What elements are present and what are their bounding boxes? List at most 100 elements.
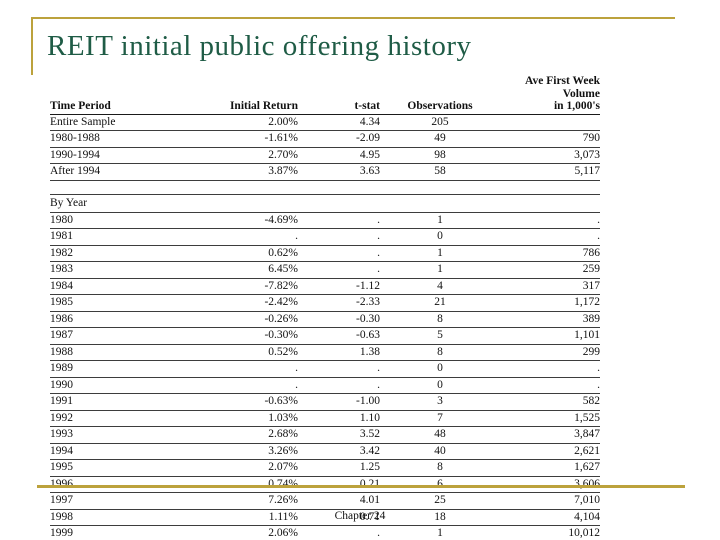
cell-time-period: Entire Sample xyxy=(50,115,116,128)
cell-observations: 1 xyxy=(437,263,443,275)
cell-volume: 582 xyxy=(582,395,600,407)
cell-volume: 1,101 xyxy=(574,329,600,341)
cell-observations: 8 xyxy=(437,312,443,325)
cell-observations: 49 xyxy=(434,132,446,144)
cell-observations: 205 xyxy=(431,115,449,128)
cell-t-stat: 0.71 xyxy=(359,510,380,523)
cell-year: 1983 xyxy=(50,263,73,275)
gold-left-border xyxy=(31,17,33,75)
cell-year: 1990 xyxy=(50,378,73,391)
table-row: 1984 -7.82% -1.12 4 317 xyxy=(50,279,600,295)
cell-initial-return: -0.30% xyxy=(264,329,298,341)
cell-volume: 1,525 xyxy=(574,411,600,424)
cell-observations: 6 xyxy=(437,477,443,490)
table-row: 1993 2.68% 3.52 48 3,847 xyxy=(50,427,600,444)
cell-initial-return: 2.07% xyxy=(268,461,298,473)
cell-t-stat: 3.42 xyxy=(359,444,380,457)
cell-initial-return: -1.61% xyxy=(264,132,298,144)
cell-t-stat: -2.33 xyxy=(356,296,380,308)
cell-t-stat: . xyxy=(377,263,380,275)
cell-initial-return: 0.52% xyxy=(268,345,298,358)
table-row: 1980 -4.69% . 1 . xyxy=(50,213,600,229)
cell-volume: 7,010 xyxy=(574,494,600,506)
cell-initial-return: 6.45% xyxy=(268,263,298,275)
by-year-label: By Year xyxy=(50,196,88,209)
gold-top-border xyxy=(31,17,675,19)
cell-volume: . xyxy=(597,230,600,242)
cell-year: 1987 xyxy=(50,329,73,341)
cell-volume: 2,621 xyxy=(574,444,600,457)
cell-t-stat: -0.30 xyxy=(356,312,380,325)
cell-observations: 0 xyxy=(437,230,443,242)
table-row: After 1994 3.87% 3.63 58 5,117 xyxy=(50,164,600,181)
cell-observations: 1 xyxy=(437,213,443,226)
cell-initial-return: 2.06% xyxy=(268,527,298,539)
cell-initial-return: 3.87% xyxy=(268,165,298,177)
cell-observations: 40 xyxy=(434,444,446,457)
cell-initial-return: . xyxy=(295,378,298,391)
cell-volume: 5,117 xyxy=(574,165,600,177)
cell-year: 1999 xyxy=(50,527,73,539)
cell-observations: 3 xyxy=(437,395,443,407)
cell-initial-return: 3.26% xyxy=(268,444,298,457)
table-row: 1986 -0.26% -0.30 8 389 xyxy=(50,312,600,328)
cell-year: 1985 xyxy=(50,296,73,308)
cell-observations: 0 xyxy=(437,362,443,374)
cell-observations: 1 xyxy=(437,527,443,539)
cell-observations: 7 xyxy=(437,411,443,424)
cell-t-stat: 3.52 xyxy=(359,428,380,440)
cell-observations: 5 xyxy=(437,329,443,341)
footer-chapter: Chapter 24 xyxy=(334,510,386,522)
table-row: Entire Sample 2.00% 4.34 205 xyxy=(50,115,600,131)
cell-volume xyxy=(500,115,600,131)
cell-volume: . xyxy=(597,378,600,391)
cell-volume: 317 xyxy=(582,279,600,292)
section-gap xyxy=(50,181,600,194)
cell-initial-return: 0.62% xyxy=(268,246,298,259)
cell-t-stat: 1.38 xyxy=(359,345,380,358)
cell-observations: 98 xyxy=(434,148,446,161)
table-row: 1994 3.26% 3.42 40 2,621 xyxy=(50,444,600,460)
cell-initial-return: 2.68% xyxy=(268,428,298,440)
by-year-section: 1980 -4.69% . 1 . 1981 . . 0 . 1982 0.62 xyxy=(50,213,600,540)
table-row: 1990 . . 0 . xyxy=(50,378,600,394)
cell-year: 1989 xyxy=(50,362,73,374)
cell-t-stat: 1.25 xyxy=(359,461,380,473)
cell-observations: 58 xyxy=(434,165,446,177)
cell-year: 1986 xyxy=(50,312,73,325)
table-row: 1995 2.07% 1.25 8 1,627 xyxy=(50,460,600,477)
table-row: 1992 1.03% 1.10 7 1,525 xyxy=(50,411,600,427)
cell-year: 1993 xyxy=(50,428,73,440)
cell-time-period: After 1994 xyxy=(50,165,101,177)
table-row: 1989 . . 0 . xyxy=(50,361,600,378)
cell-initial-return: . xyxy=(295,362,298,374)
cell-t-stat: . xyxy=(377,246,380,259)
cell-initial-return: -0.26% xyxy=(264,312,298,325)
cell-volume: 4,104 xyxy=(574,510,600,523)
summary-section: Entire Sample 2.00% 4.34 205 1980-1988 -… xyxy=(50,115,600,181)
cell-initial-return: -7.82% xyxy=(264,279,298,292)
header-observations: Observations xyxy=(407,100,473,112)
cell-year: 1980 xyxy=(50,213,73,226)
cell-year: 1991 xyxy=(50,395,73,407)
cell-volume: 389 xyxy=(582,312,600,325)
cell-year: 1998 xyxy=(50,510,73,523)
cell-t-stat: 4.01 xyxy=(359,494,380,506)
cell-initial-return: -4.69% xyxy=(264,213,298,226)
cell-t-stat: 4.34 xyxy=(359,115,380,128)
cell-initial-return: . xyxy=(295,230,298,242)
cell-t-stat: . xyxy=(377,378,380,391)
cell-volume: 790 xyxy=(582,132,600,144)
cell-observations: 25 xyxy=(434,494,446,506)
table-row: 1980-1988 -1.61% -2.09 49 790 xyxy=(50,131,600,148)
header-initial-return: Initial Return xyxy=(229,100,298,112)
cell-t-stat: . xyxy=(377,527,380,539)
reit-ipo-table: Time Period Initial Return t-stat Observ… xyxy=(50,75,600,540)
cell-year: 1992 xyxy=(50,411,73,424)
cell-initial-return: 2.00% xyxy=(268,115,298,128)
table-header-row: Time Period Initial Return t-stat Observ… xyxy=(50,75,600,115)
cell-observations: 18 xyxy=(434,510,446,523)
by-year-section-row: By Year xyxy=(50,193,600,213)
table-row: 1982 0.62% . 1 786 xyxy=(50,246,600,262)
